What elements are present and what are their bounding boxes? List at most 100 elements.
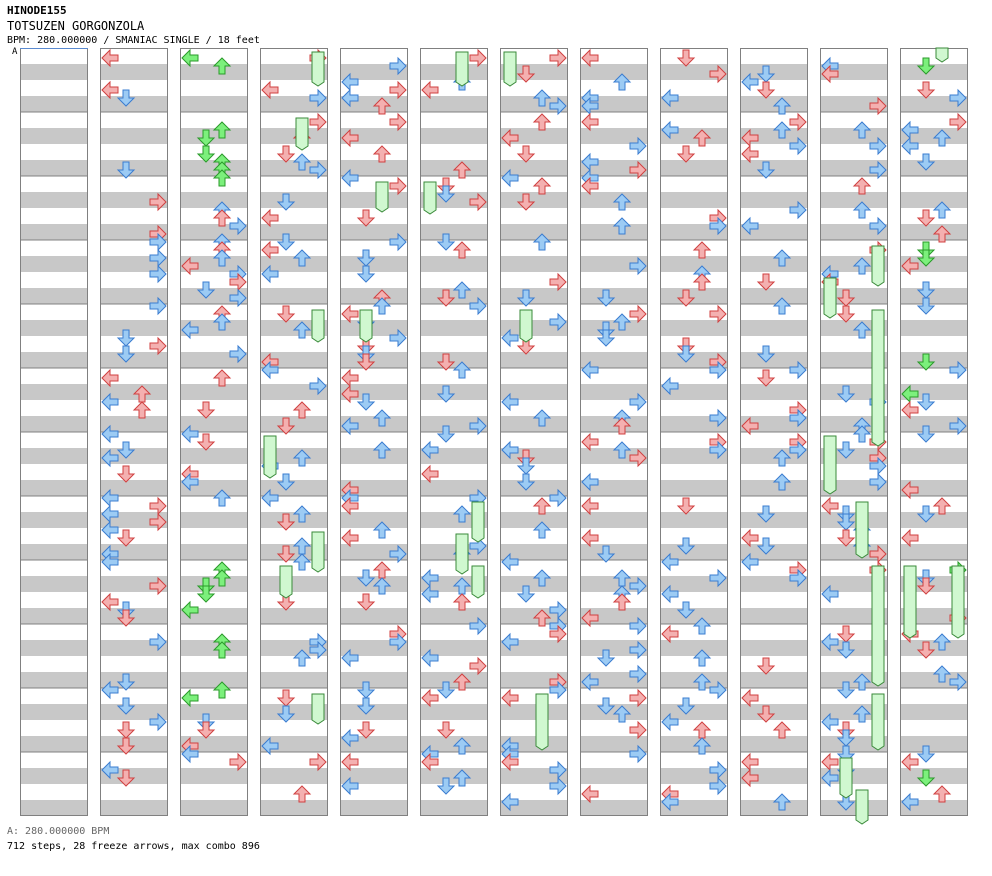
left-arrow-icon (901, 256, 919, 276)
down-arrow-icon (276, 145, 296, 163)
freeze-arrow (311, 531, 325, 573)
right-arrow-icon (629, 744, 647, 764)
down-arrow-icon (596, 649, 616, 667)
up-arrow-icon (372, 577, 392, 595)
up-arrow-icon (212, 681, 232, 699)
down-arrow-icon (116, 441, 136, 459)
left-arrow-icon (581, 152, 599, 172)
down-arrow-icon (276, 513, 296, 531)
left-arrow-icon (581, 672, 599, 692)
up-arrow-icon (372, 561, 392, 579)
up-arrow-icon (692, 721, 712, 739)
freeze-arrow (871, 309, 885, 447)
left-arrow-icon (421, 688, 439, 708)
up-arrow-icon (532, 89, 552, 107)
left-arrow-icon (341, 416, 359, 436)
right-arrow-icon (709, 216, 727, 236)
left-arrow-icon (821, 584, 839, 604)
down-arrow-icon (756, 345, 776, 363)
left-arrow-icon (581, 112, 599, 132)
right-arrow-icon (709, 440, 727, 460)
left-arrow-icon (741, 688, 759, 708)
up-arrow-icon (212, 57, 232, 75)
freeze-arrow (871, 565, 885, 687)
bpm-marker-label: A (12, 47, 18, 57)
up-arrow-icon (932, 633, 952, 651)
down-arrow-icon (276, 705, 296, 723)
freeze-arrow (519, 309, 533, 343)
down-arrow-icon (516, 65, 536, 83)
down-arrow-icon (836, 441, 856, 459)
down-arrow-icon (196, 281, 216, 299)
right-arrow-icon (709, 760, 727, 780)
left-arrow-icon (901, 136, 919, 156)
right-arrow-icon (709, 776, 727, 796)
left-arrow-icon (101, 488, 119, 508)
chart-column (660, 48, 728, 816)
down-arrow-icon (436, 721, 456, 739)
right-arrow-icon (949, 112, 967, 132)
down-arrow-icon (516, 585, 536, 603)
up-arrow-icon (372, 145, 392, 163)
up-arrow-icon (452, 505, 472, 523)
up-arrow-icon (612, 441, 632, 459)
right-arrow-icon (629, 448, 647, 468)
freeze-arrow (823, 435, 837, 495)
up-arrow-icon (612, 593, 632, 611)
up-arrow-icon (292, 401, 312, 419)
down-arrow-icon (916, 745, 936, 763)
up-arrow-icon (292, 505, 312, 523)
left-arrow-icon (341, 368, 359, 388)
left-arrow-icon (341, 776, 359, 796)
right-arrow-icon (149, 496, 167, 516)
down-arrow-icon (116, 697, 136, 715)
down-arrow-icon (836, 681, 856, 699)
right-arrow-icon (869, 544, 887, 564)
down-arrow-icon (756, 505, 776, 523)
right-arrow-icon (549, 48, 567, 68)
down-arrow-icon (356, 249, 376, 267)
up-arrow-icon (852, 177, 872, 195)
down-arrow-icon (676, 145, 696, 163)
left-arrow-icon (101, 552, 119, 572)
up-arrow-icon (852, 705, 872, 723)
down-arrow-icon (356, 593, 376, 611)
up-arrow-icon (372, 97, 392, 115)
right-arrow-icon (149, 264, 167, 284)
up-arrow-icon (932, 225, 952, 243)
up-arrow-icon (452, 281, 472, 299)
right-arrow-icon (869, 96, 887, 116)
up-arrow-icon (532, 113, 552, 131)
down-arrow-icon (276, 305, 296, 323)
freeze-arrow (903, 565, 917, 639)
left-arrow-icon (181, 600, 199, 620)
freeze-arrow (375, 181, 389, 213)
right-arrow-icon (629, 304, 647, 324)
left-arrow-icon (501, 392, 519, 412)
right-arrow-icon (629, 136, 647, 156)
left-arrow-icon (341, 72, 359, 92)
down-arrow-icon (756, 369, 776, 387)
left-arrow-icon (101, 520, 119, 540)
right-arrow-icon (549, 312, 567, 332)
up-arrow-icon (772, 97, 792, 115)
up-arrow-icon (692, 649, 712, 667)
freeze-arrow (295, 117, 309, 151)
up-arrow-icon (932, 497, 952, 515)
right-arrow-icon (549, 272, 567, 292)
right-arrow-icon (869, 472, 887, 492)
right-arrow-icon (709, 680, 727, 700)
right-arrow-icon (949, 416, 967, 436)
up-arrow-icon (852, 201, 872, 219)
right-arrow-icon (389, 632, 407, 652)
chart-column (900, 48, 968, 816)
left-arrow-icon (101, 80, 119, 100)
left-arrow-icon (341, 752, 359, 772)
left-arrow-icon (101, 48, 119, 68)
down-arrow-icon (116, 529, 136, 547)
left-arrow-icon (261, 488, 279, 508)
up-arrow-icon (452, 593, 472, 611)
song-title: TOTSUZEN GORGONZOLA (7, 19, 145, 33)
left-arrow-icon (421, 752, 439, 772)
down-arrow-icon (436, 777, 456, 795)
